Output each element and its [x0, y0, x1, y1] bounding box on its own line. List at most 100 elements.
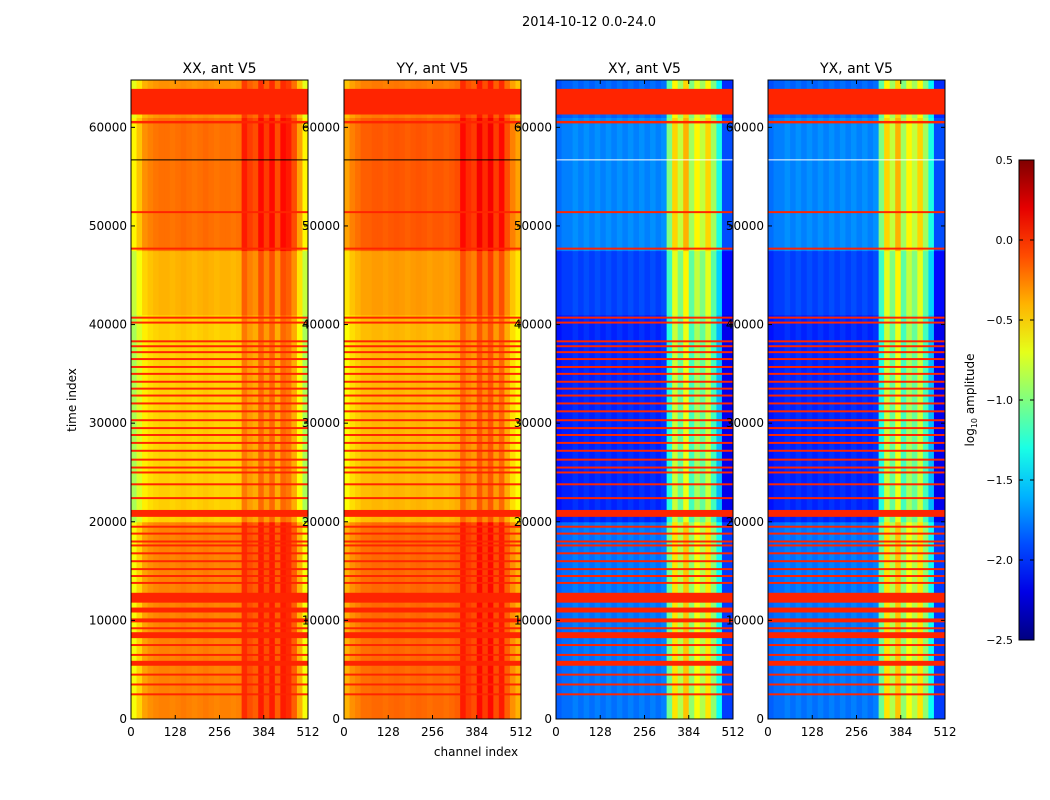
heatmap-cell — [136, 117, 143, 252]
heatmap-cell — [578, 250, 585, 316]
heatmap-cell — [578, 117, 585, 252]
flagged-row — [344, 365, 521, 368]
y-tick-label: 20000 — [514, 515, 552, 529]
heatmap-cell — [399, 314, 406, 523]
flagged-row — [768, 441, 945, 444]
flagged-row — [768, 525, 945, 528]
heatmap-cell — [828, 314, 835, 523]
flagged-row — [131, 345, 308, 348]
y-tick-label: 60000 — [302, 120, 340, 134]
heatmap-cell — [806, 314, 813, 523]
y-tick-label: 40000 — [302, 318, 340, 332]
heatmap-cell — [393, 117, 400, 252]
panel-title: XX, ant V5 — [183, 61, 257, 77]
heatmap-cell — [790, 250, 797, 316]
x-tick-label: 512 — [934, 725, 957, 739]
flagged-row — [768, 544, 945, 547]
heatmap-cell — [252, 314, 259, 523]
heatmap-cell — [291, 314, 298, 523]
flagged-row — [131, 458, 308, 461]
heatmap-cell — [191, 314, 198, 523]
flagged-row — [768, 211, 945, 214]
flagged-row — [768, 358, 945, 361]
heatmap-cell — [699, 250, 706, 316]
flagged-row — [344, 540, 521, 543]
heatmap-cell — [567, 117, 574, 252]
heatmap-cell — [862, 314, 869, 523]
flagged-row — [344, 497, 521, 500]
flagged-row — [131, 592, 308, 603]
heatmap-cell — [589, 314, 596, 523]
heatmap-cell — [515, 314, 522, 523]
heatmap-cell — [694, 250, 701, 316]
heatmap-cell — [471, 117, 478, 252]
heatmap-cell — [768, 314, 775, 523]
flagged-row — [131, 560, 308, 563]
heatmap-cell — [504, 117, 511, 252]
flagged-row — [344, 449, 521, 452]
y-tick-label: 20000 — [89, 515, 127, 529]
heatmap-cell — [208, 314, 215, 523]
panel-title: XY, ant V5 — [608, 61, 681, 77]
flagged-row — [556, 627, 733, 630]
flagged-row — [344, 387, 521, 390]
flagged-row — [344, 340, 521, 343]
heatmap-cell — [285, 250, 292, 316]
heatmap-cell — [561, 117, 568, 252]
heatmap-cell — [578, 314, 585, 523]
heatmap-cell — [856, 250, 863, 316]
heatmap-cell — [589, 117, 596, 252]
flagged-row — [131, 632, 308, 639]
heatmap-cell — [280, 314, 287, 523]
flagged-row — [768, 247, 945, 250]
heatmap-cell — [471, 250, 478, 316]
heatmap-cell — [175, 250, 182, 316]
flagged-row — [131, 568, 308, 571]
heatmap-cell — [850, 117, 857, 252]
heatmap-cell — [487, 314, 494, 523]
y-tick-label: 20000 — [726, 515, 764, 529]
flagged-row — [131, 372, 308, 375]
heatmap-cell — [867, 314, 874, 523]
flagged-row — [556, 345, 733, 348]
heatmap-cell — [784, 117, 791, 252]
flagged-row — [344, 532, 521, 535]
heatmap-cell — [867, 250, 874, 316]
flagged-row — [768, 568, 945, 571]
flagged-row — [131, 532, 308, 535]
heatmap-cell — [360, 117, 367, 252]
heatmap-cell — [928, 250, 935, 316]
flagged-row — [344, 560, 521, 563]
heatmap-cell — [716, 117, 723, 252]
heatmap-cell — [443, 314, 450, 523]
colorbar-tick-label: −1.0 — [986, 394, 1013, 407]
heatmap-cell — [834, 117, 841, 252]
y-tick-label: 30000 — [514, 416, 552, 430]
heatmap-cell — [812, 314, 819, 523]
y-axis-label: time index — [65, 368, 79, 432]
heatmap-cell — [219, 314, 226, 523]
flagged-row — [131, 581, 308, 584]
heatmap-cell — [487, 117, 494, 252]
heatmap-cell — [296, 117, 303, 252]
heatmap-cell — [611, 117, 618, 252]
heatmap-cell — [393, 314, 400, 523]
heatmap-cell — [460, 250, 467, 316]
x-tick-label: 128 — [589, 725, 612, 739]
heatmap-cell — [666, 117, 673, 252]
y-tick-label: 0 — [119, 712, 127, 726]
heatmap-cell — [487, 250, 494, 316]
heatmap-cell — [817, 314, 824, 523]
flagged-row — [131, 358, 308, 361]
y-tick-label: 60000 — [89, 120, 127, 134]
heatmap-cell — [355, 250, 362, 316]
heatmap-cell — [454, 117, 461, 252]
heatmap-cell — [509, 314, 516, 523]
flagged-row — [344, 627, 521, 630]
flagged-row — [131, 120, 308, 124]
heatmap-cell — [349, 250, 356, 316]
heatmap-cell — [131, 117, 138, 252]
heatmap-cell — [817, 117, 824, 252]
flagged-row — [556, 365, 733, 368]
flagged-row — [556, 540, 733, 543]
